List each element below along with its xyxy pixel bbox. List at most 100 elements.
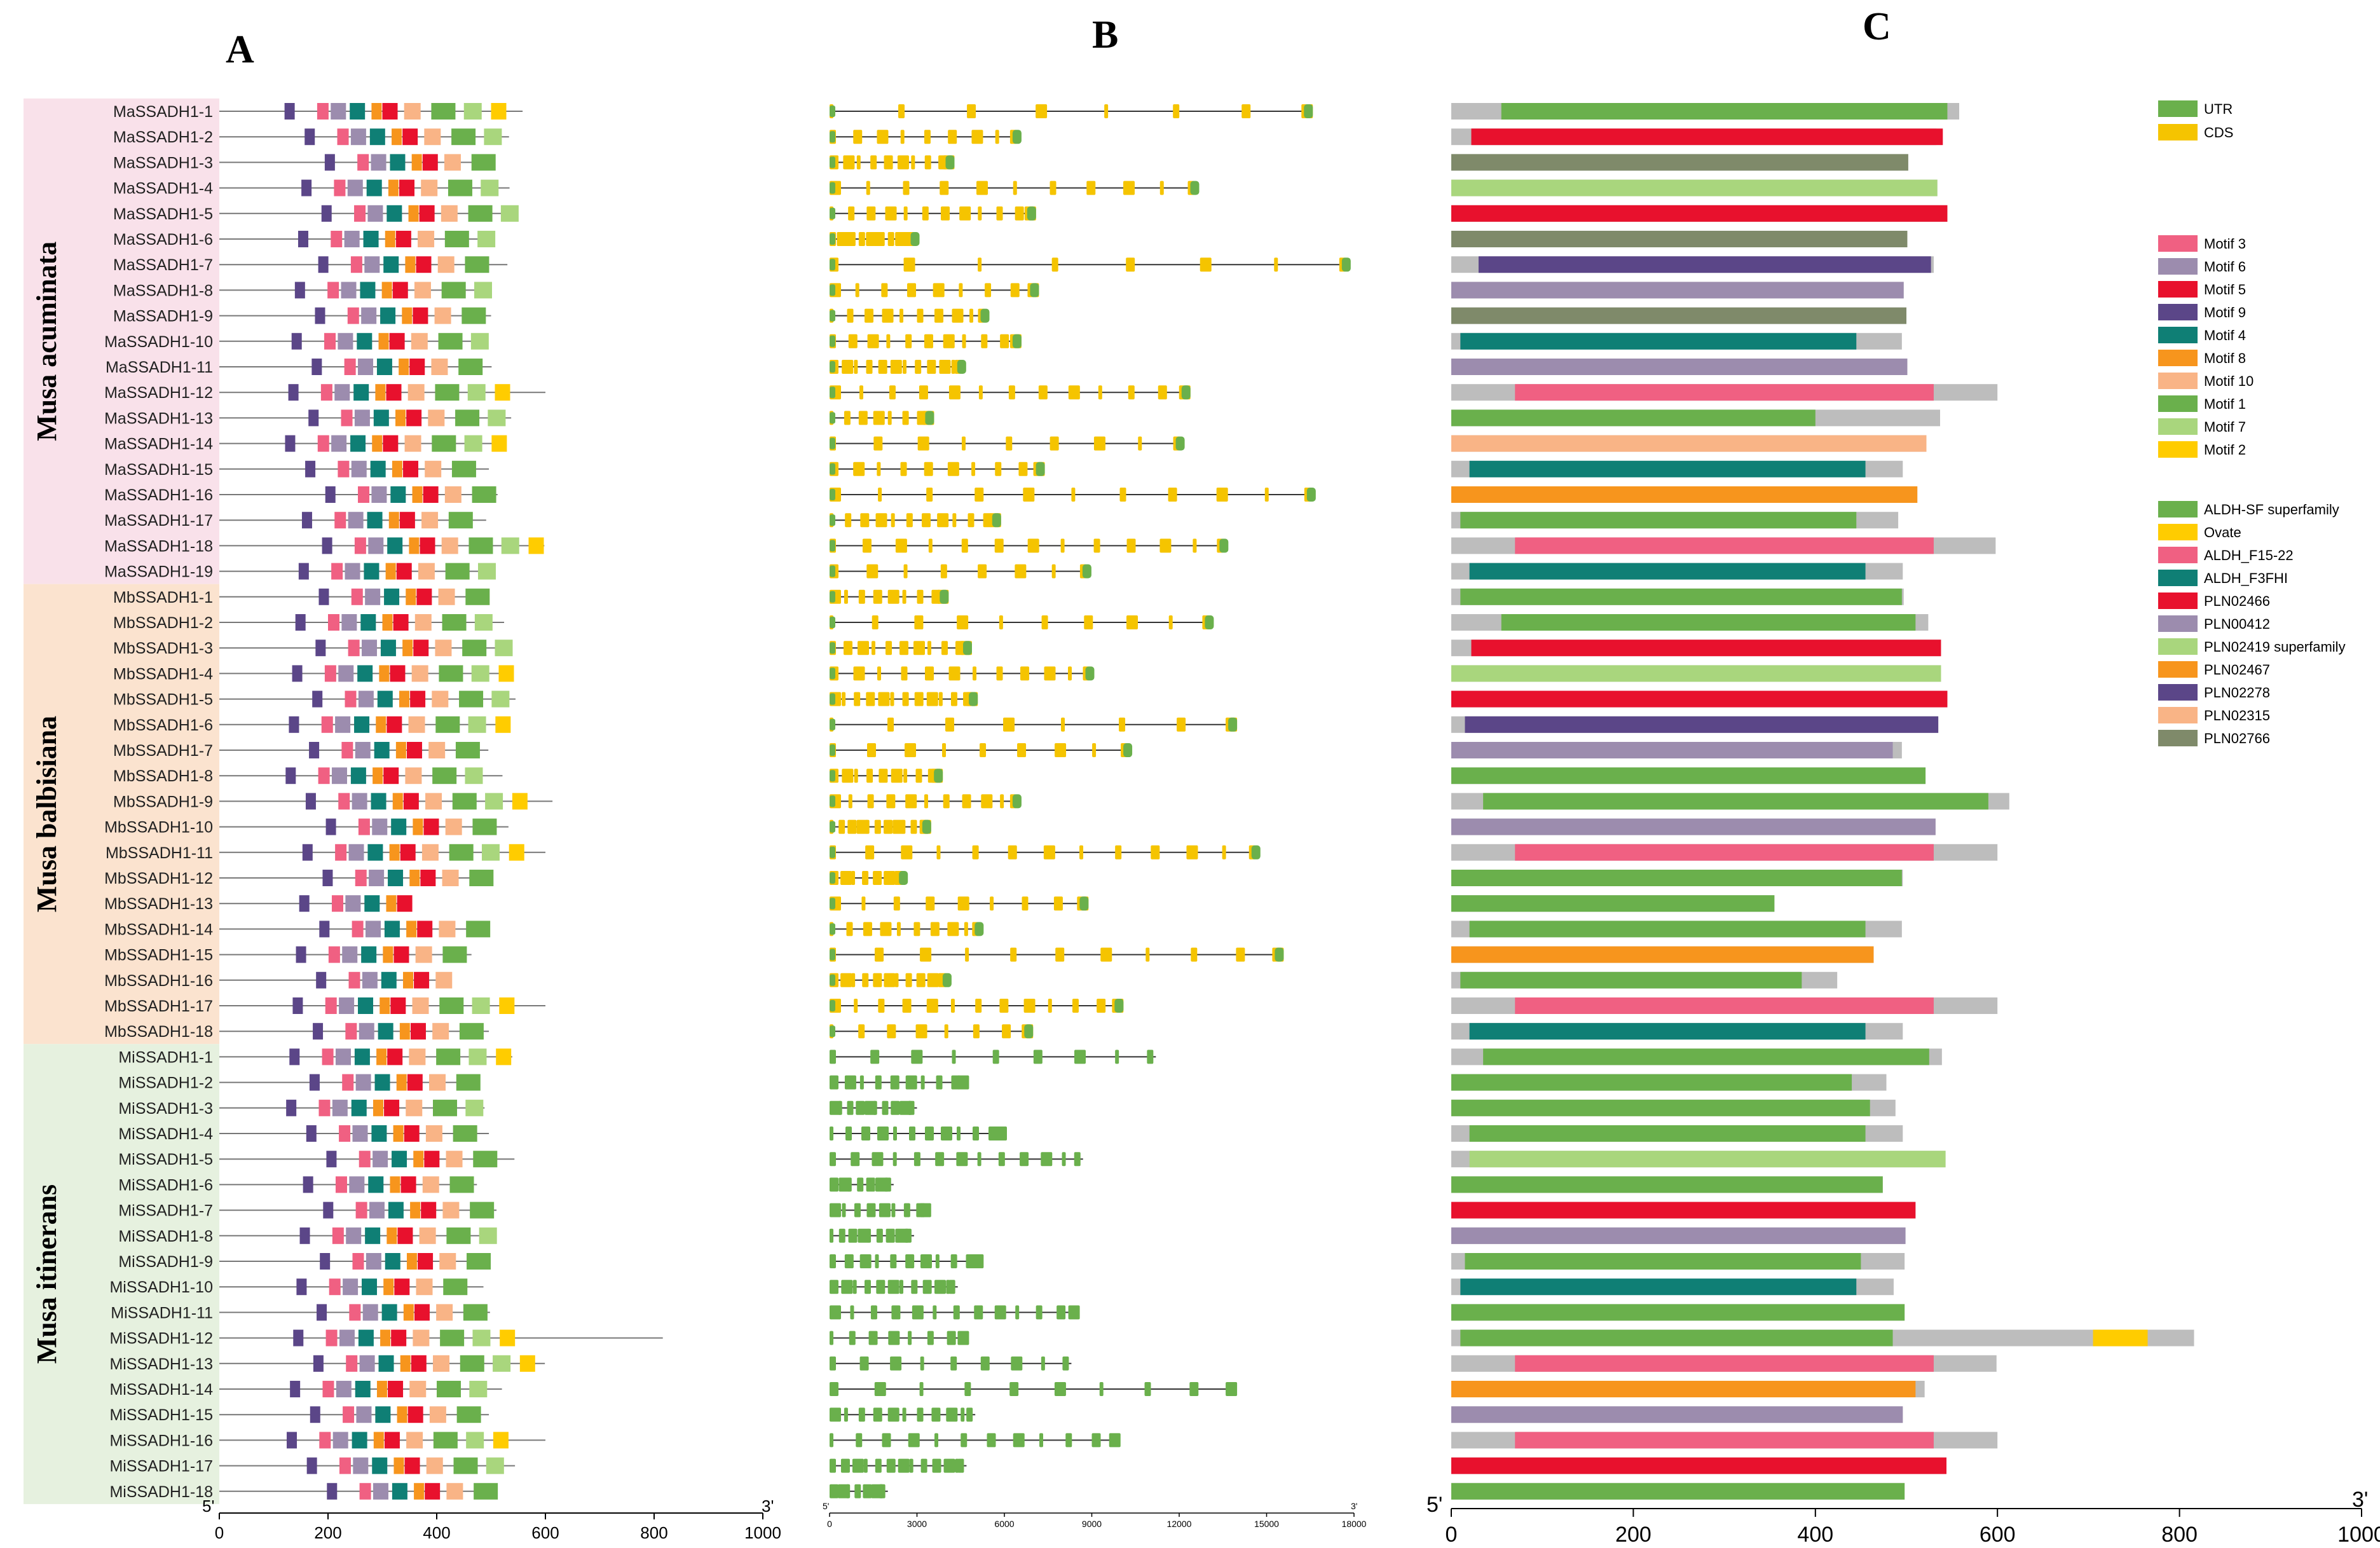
exon-box: [995, 462, 1002, 476]
exon-box: [953, 1305, 960, 1320]
exon-box: [917, 589, 924, 604]
motif-box-m3: [358, 486, 370, 503]
utr-box: [1181, 385, 1191, 400]
motif-box-m8: [395, 742, 406, 758]
domain-box: [1451, 205, 1948, 222]
utr-box: [830, 412, 835, 424]
exon-box: [861, 1127, 870, 1140]
exon-box: [860, 513, 870, 528]
exon-box: [978, 385, 983, 400]
axis-c-tick-label: 600: [1980, 1523, 2016, 1547]
exon-box: [856, 155, 861, 170]
motif-box-m8: [376, 1048, 387, 1065]
motif-box-m6: [356, 1406, 372, 1423]
motif-box-m8: [383, 1278, 394, 1296]
exon-box: [887, 589, 899, 604]
exon-box: [981, 794, 993, 809]
legend-label-motif: Motif 5: [2204, 282, 2246, 298]
exon-box: [886, 334, 891, 348]
motif-box-m3: [335, 1176, 347, 1193]
motif-box-m4: [384, 921, 400, 938]
exon-box: [891, 1305, 901, 1320]
motif-box-m10: [426, 1457, 443, 1474]
exon-box: [890, 360, 902, 374]
gene-label: MbSSADH1-13: [104, 895, 213, 913]
motif-box-m9: [312, 690, 323, 708]
exon-box: [899, 308, 903, 323]
utr-box: [830, 949, 835, 961]
motif-box-m1: [439, 997, 464, 1014]
exon-box: [1093, 436, 1105, 451]
exon-box: [838, 819, 845, 834]
utr-box: [830, 156, 835, 168]
motif-box-m3: [346, 1355, 358, 1372]
utr-box: [1251, 845, 1261, 860]
motif-box-m8: [413, 818, 423, 835]
motif-box-m7: [493, 1355, 511, 1372]
motif-box-m1: [442, 614, 467, 631]
exon-box: [1236, 947, 1245, 962]
motif-box-m6: [341, 614, 357, 631]
motif-box-m1: [431, 103, 456, 120]
gene-label: MaSSADH1-10: [104, 333, 213, 351]
legend-swatch-domain: [2158, 730, 2198, 746]
exon-box: [1159, 538, 1172, 553]
motif-box-m4: [360, 614, 376, 631]
motif-box-m10: [442, 1202, 460, 1219]
exon-box: [1008, 845, 1017, 860]
motif-box-m9: [304, 128, 315, 146]
exon-box: [846, 1484, 851, 1498]
legend-label-motif: Motif 9: [2204, 305, 2246, 320]
axis-a-three-prime: 3': [762, 1497, 774, 1516]
exon-box: [1015, 1305, 1020, 1320]
motif-box-m9: [309, 742, 320, 758]
motif-box-m3: [328, 614, 339, 631]
exon-box: [919, 385, 928, 400]
exon-box: [927, 1331, 934, 1345]
domain-box: [1460, 512, 1857, 529]
motif-box-m4: [391, 818, 407, 835]
exon-box: [1193, 538, 1197, 553]
motif-box-m1: [462, 307, 486, 324]
domain-box: [1515, 1355, 1934, 1372]
motif-box-m10: [413, 1329, 430, 1346]
utr-box: [830, 489, 835, 500]
exon-box: [926, 692, 938, 706]
exon-box: [1022, 896, 1029, 911]
exon-box: [1036, 1305, 1043, 1320]
exon-box: [1043, 845, 1055, 860]
axis-c-five-prime: 5': [1426, 1493, 1442, 1517]
utr-box: [942, 973, 952, 987]
motif-box-m6: [332, 1432, 348, 1449]
panel-letter-c: C: [1863, 5, 1891, 48]
exon-box: [1002, 1024, 1011, 1039]
motif-box-m6: [365, 588, 381, 605]
motif-box-m9: [323, 1202, 334, 1219]
exon-box: [943, 794, 950, 809]
exon-box: [957, 1458, 964, 1473]
domain-box: [1465, 716, 1939, 733]
species-label: Musa itinerans: [31, 1184, 62, 1364]
exon-box: [865, 1280, 871, 1294]
legend-label-motif: Motif 6: [2204, 259, 2246, 275]
exon-box: [1099, 1382, 1104, 1396]
motif-box-m10: [444, 154, 461, 171]
exon-box: [998, 1152, 1005, 1167]
exon-box: [875, 1254, 879, 1268]
exon-box: [865, 308, 873, 323]
exon-box: [1062, 1152, 1066, 1167]
gene-label: MaSSADH1-17: [104, 512, 213, 530]
exon-box: [908, 1433, 920, 1448]
motif-box-m8: [409, 537, 420, 554]
motif-box-m4: [369, 128, 385, 146]
motif-box-m10: [419, 1227, 436, 1244]
motif-box-m7: [471, 665, 489, 682]
domain-box: [1451, 1227, 1906, 1244]
exon-box: [858, 1408, 865, 1422]
motif-box-m4: [384, 588, 400, 605]
utr-box: [910, 232, 920, 246]
motif-box-m3: [357, 154, 369, 171]
domain-box: [1451, 1457, 1947, 1474]
domain-box: [1469, 460, 1866, 477]
legend-swatch-motif: [2158, 418, 2198, 435]
